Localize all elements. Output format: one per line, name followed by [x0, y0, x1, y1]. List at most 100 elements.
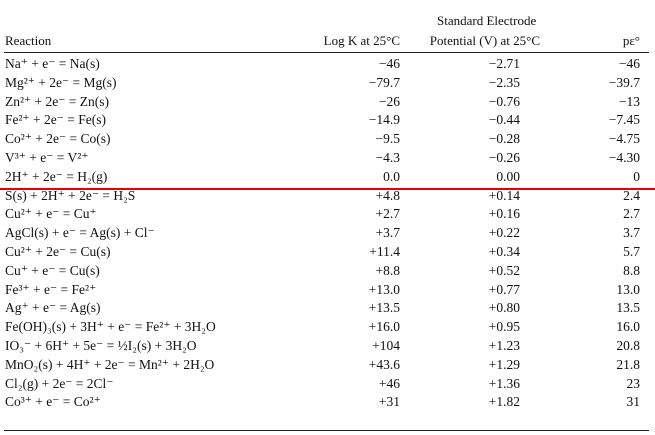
- pe-cell: 0: [633, 168, 640, 184]
- electrode-potential-cell: −0.28: [488, 131, 520, 147]
- logk-cell: −26: [378, 93, 400, 109]
- logk-cell: −14.9: [368, 112, 400, 128]
- pe-cell: 2.4: [623, 187, 640, 203]
- electrode-potential-cell: −2.35: [488, 74, 520, 90]
- header-pe: pε°: [622, 33, 640, 48]
- logk-cell: −9.5: [375, 131, 401, 147]
- pe-cell: 23: [626, 375, 641, 391]
- table-row: Fe³⁺ + e⁻ = Fe²⁺ +13.0 +0.77 13.0: [0, 281, 655, 299]
- logk-cell: +2.7: [375, 206, 401, 222]
- reaction-cell: Co²⁺ + 2e⁻ = Co(s): [5, 131, 111, 147]
- logk-cell: +13.5: [368, 300, 400, 316]
- logk-cell: +31: [378, 394, 400, 410]
- table-row: Fe(OH)₃(s) + 3H⁺ + e⁻ = Fe²⁺ + 3H₂O +16.0…: [0, 318, 655, 336]
- electrode-potential-cell: +1.82: [488, 394, 520, 410]
- logk-cell: −4.3: [375, 150, 401, 165]
- reaction-cell: Na⁺ + e⁻ = Na(s): [5, 56, 100, 71]
- reaction-cell: Zn²⁺ + 2e⁻ = Zn(s): [5, 93, 110, 109]
- table-row: S(s) + 2H⁺ + 2e⁻ = H₂S +4.8 +0.14 2.4: [0, 187, 655, 205]
- reaction-cell: IO₃⁻ + 6H⁺ + 5e⁻ = ½I₂(s) + 3H₂O: [5, 338, 197, 353]
- table-row: Mg²⁺ + 2e⁻ = Mg(s) −79.7 −2.35 −39.7: [0, 74, 655, 92]
- pe-cell: −4.30: [608, 150, 640, 165]
- table-row: Na⁺ + e⁻ = Na(s) −46 −2.71 −46: [0, 55, 655, 73]
- table-row: Zn²⁺ + 2e⁻ = Zn(s) −26 −0.76 −13: [0, 93, 655, 111]
- pe-cell: 16.0: [616, 319, 640, 335]
- reaction-cell: Cl₂(g) + 2e⁻ = 2Cl⁻: [5, 375, 114, 391]
- electrode-potential-cell: +1.36: [488, 375, 520, 391]
- pe-cell: −13: [618, 93, 640, 109]
- table-row: Ag⁺ + e⁻ = Ag(s) +13.5 +0.80 13.5: [0, 299, 655, 317]
- electrode-potential-cell: −0.44: [488, 112, 520, 128]
- highlight-divider-line: [0, 188, 655, 190]
- pe-cell: −7.45: [608, 112, 640, 128]
- electrode-potential-cell: +0.77: [488, 281, 520, 297]
- reaction-cell: MnO₂(s) + 4H⁺ + 2e⁻ = Mn²⁺ + 2H₂O: [5, 356, 215, 372]
- logk-cell: +4.8: [375, 187, 401, 203]
- table-row: Cu⁺ + e⁻ = Cu(s) +8.8 +0.52 8.8: [0, 262, 655, 280]
- table-row: Co³⁺ + e⁻ = Co²⁺ +31 +1.82 31: [0, 393, 655, 411]
- header-reaction: Reaction: [5, 33, 52, 48]
- table-bottom-rule: [4, 430, 649, 431]
- pe-cell: −39.7: [608, 74, 640, 90]
- electrode-potential-cell: +1.29: [488, 356, 520, 372]
- pe-cell: 31: [626, 394, 641, 410]
- table-row: Cu²⁺ + 2e⁻ = Cu(s) +11.4 +0.34 5.7: [0, 243, 655, 261]
- electrode-potential-cell: −2.71: [488, 56, 520, 71]
- pe-cell: 8.8: [623, 262, 640, 278]
- reaction-cell: Fe(OH)₃(s) + 3H⁺ + e⁻ = Fe²⁺ + 3H₂O: [5, 319, 216, 335]
- table-row: Cu²⁺ + e⁻ = Cu⁺ +2.7 +0.16 2.7: [0, 205, 655, 223]
- logk-cell: +3.7: [375, 225, 401, 241]
- pe-cell: 2.7: [623, 206, 640, 222]
- pe-cell: 3.7: [623, 225, 640, 241]
- electrode-potential-cell: +0.80: [488, 300, 520, 316]
- electrode-potential-cell: −0.76: [488, 93, 520, 109]
- pe-cell: 5.7: [623, 244, 640, 259]
- pe-cell: −46: [618, 56, 640, 71]
- logk-cell: +13.0: [368, 281, 400, 297]
- table-row: Cl₂(g) + 2e⁻ = 2Cl⁻ +46 +1.36 23: [0, 375, 655, 393]
- reaction-cell: Mg²⁺ + 2e⁻ = Mg(s): [5, 74, 117, 90]
- header-logk: Log K at 25°C: [323, 33, 400, 48]
- pe-cell: 20.8: [616, 338, 640, 353]
- table-row: V³⁺ + e⁻ = V²⁺ −4.3 −0.26 −4.30: [0, 149, 655, 167]
- logk-cell: +11.4: [369, 244, 400, 259]
- electrode-potential-cell: +0.16: [488, 206, 520, 222]
- logk-cell: +104: [372, 338, 400, 353]
- reaction-cell: Fe²⁺ + 2e⁻ = Fe(s): [5, 112, 107, 128]
- pe-cell: 13.5: [616, 300, 640, 316]
- reaction-cell: S(s) + 2H⁺ + 2e⁻ = H₂S: [5, 187, 136, 203]
- logk-cell: −46: [378, 56, 400, 71]
- electrode-potential-cell: +0.14: [488, 187, 520, 203]
- logk-cell: +8.8: [375, 262, 401, 278]
- reaction-cell: Cu⁺ + e⁻ = Cu(s): [5, 262, 100, 278]
- reaction-cell: Cu²⁺ + e⁻ = Cu⁺: [5, 206, 97, 222]
- electrode-potential-cell: +1.23: [488, 338, 520, 353]
- table-row: Fe²⁺ + 2e⁻ = Fe(s) −14.9 −0.44 −7.45: [0, 111, 655, 129]
- reaction-cell: 2H⁺ + 2e⁻ = H₂(g): [5, 168, 108, 184]
- pe-cell: 13.0: [616, 281, 640, 297]
- pe-cell: 21.8: [616, 356, 640, 372]
- logk-cell: +46: [378, 375, 400, 391]
- table-row: Co²⁺ + 2e⁻ = Co(s) −9.5 −0.28 −4.75: [0, 130, 655, 148]
- reaction-cell: V³⁺ + e⁻ = V²⁺: [5, 150, 89, 165]
- electrode-potential-cell: +0.34: [488, 244, 520, 259]
- electrode-potential-cell: −0.26: [488, 150, 520, 165]
- reaction-cell: Ag⁺ + e⁻ = Ag(s): [5, 300, 101, 316]
- header-electrode-line1: Standard Electrode: [437, 13, 537, 28]
- table-row: IO₃⁻ + 6H⁺ + 5e⁻ = ½I₂(s) + 3H₂O +104 +1.2…: [0, 337, 655, 355]
- reaction-cell: Co³⁺ + e⁻ = Co²⁺: [5, 394, 101, 410]
- electrode-potential-cell: +0.22: [488, 225, 520, 241]
- logk-cell: +16.0: [368, 319, 400, 335]
- reaction-cell: Fe³⁺ + e⁻ = Fe²⁺: [5, 281, 97, 297]
- reaction-cell: AgCl(s) + e⁻ = Ag(s) + Cl⁻: [5, 225, 155, 241]
- table-row: MnO₂(s) + 4H⁺ + 2e⁻ = Mn²⁺ + 2H₂O +43.6 +1…: [0, 356, 655, 374]
- logk-cell: −79.7: [368, 74, 400, 90]
- electrode-potential-cell: 0.00: [496, 168, 520, 184]
- electrode-potential-cell: +0.95: [488, 319, 520, 335]
- table-row: AgCl(s) + e⁻ = Ag(s) + Cl⁻ +3.7 +0.22 3.7: [0, 224, 655, 242]
- table-row: 2H⁺ + 2e⁻ = H₂(g) 0.0 0.00 0: [0, 168, 655, 186]
- pe-cell: −4.75: [608, 131, 640, 147]
- header-divider: [4, 52, 649, 53]
- logk-cell: +43.6: [368, 356, 400, 372]
- reaction-cell: Cu²⁺ + 2e⁻ = Cu(s): [5, 244, 111, 259]
